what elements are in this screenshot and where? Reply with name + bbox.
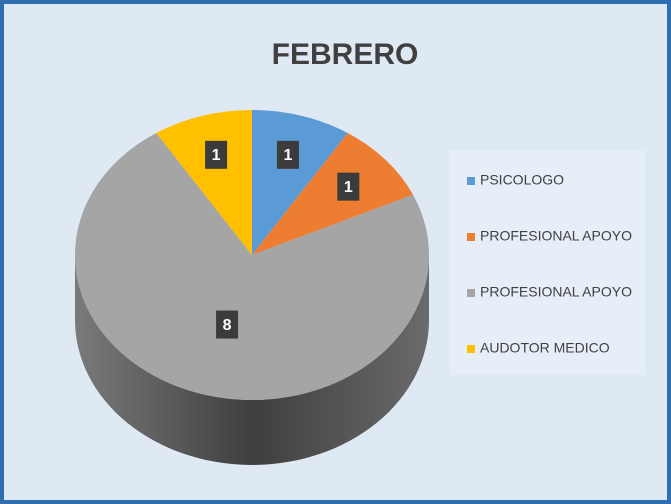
pie-side (75, 255, 429, 465)
data-label: 8 (223, 317, 232, 334)
legend-swatch (467, 289, 475, 297)
pie-slice (74, 133, 429, 400)
legend-swatch (467, 345, 475, 353)
data-label-box (276, 140, 299, 169)
data-label-box (216, 310, 239, 339)
legend-label: AUDOTOR MEDICO (480, 340, 610, 356)
pie-slice (156, 110, 252, 255)
legend-swatch (467, 233, 475, 241)
data-label-box (337, 172, 360, 201)
legend-swatch (467, 177, 475, 185)
data-label: 1 (344, 179, 353, 196)
data-label: 1 (212, 147, 221, 164)
pie-slice (252, 133, 414, 255)
pie-slice (252, 110, 348, 255)
data-label: 1 (283, 147, 292, 164)
chart-title: FEBRERO (272, 38, 419, 71)
legend-label: PROFESIONAL APOYO (480, 284, 632, 300)
legend-box (450, 150, 645, 375)
legend-label: PROFESIONAL APOYO (480, 228, 632, 244)
data-label-box (205, 140, 228, 169)
legend-label: PSICOLOGO (480, 172, 564, 188)
